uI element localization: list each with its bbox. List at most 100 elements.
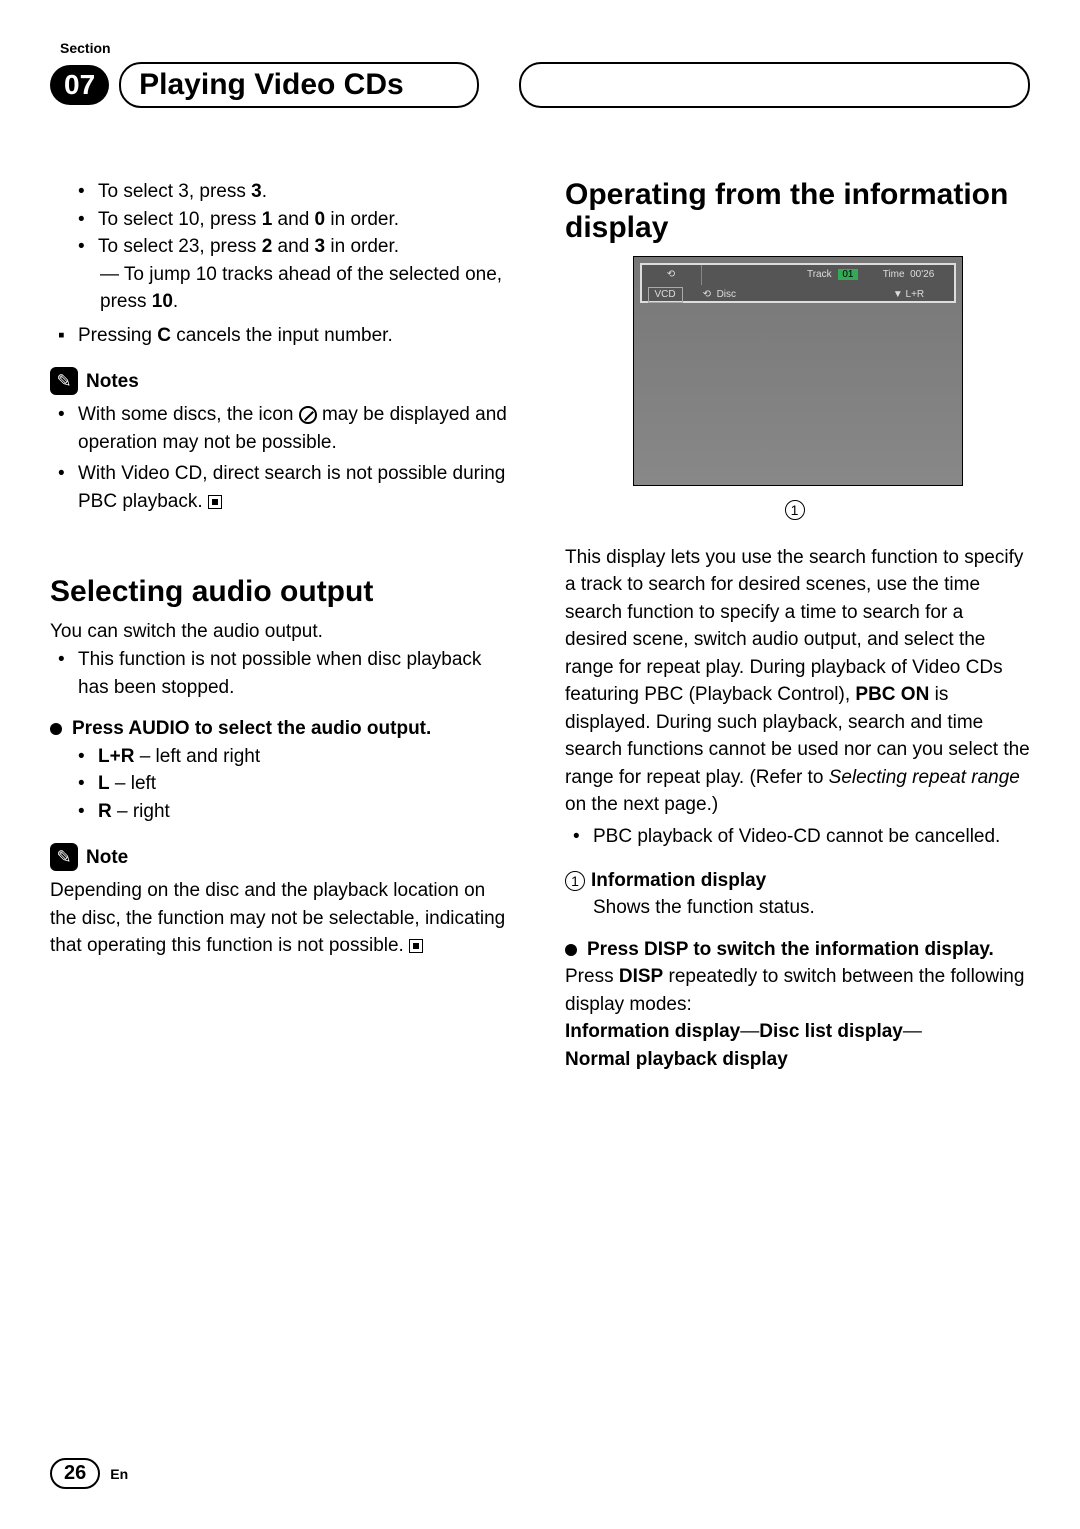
key-2: 2 [262, 236, 273, 257]
content-columns: To select 3, press 3. To select 10, pres… [50, 178, 1030, 1073]
pencil-icon: ✎ [50, 367, 78, 395]
mode-disclist: Disc list display [759, 1021, 903, 1042]
text: With some discs, the icon [78, 404, 299, 425]
list-item: With Video CD, direct search is not poss… [78, 460, 515, 515]
list-item: To select 23, press 2 and 3 in order. [98, 233, 515, 261]
notes-label: Notes [86, 368, 139, 396]
text: To select 10, press [98, 209, 262, 230]
circle-1-icon: 1 [565, 871, 585, 891]
right-column: Operating from the information display ⟲… [565, 178, 1030, 1073]
circle-1-icon: 1 [785, 500, 805, 520]
text: Press [565, 966, 619, 987]
note-body: Depending on the disc and the playback l… [50, 877, 515, 960]
step-dot-icon [565, 944, 577, 956]
text: – left and right [134, 746, 260, 767]
page-footer: 26 En [50, 1458, 128, 1489]
display-row-2: VCD ⟲ Disc ▼ L+R [642, 285, 954, 305]
jump-10-note: — To jump 10 tracks ahead of the selecte… [50, 261, 515, 316]
disp-step: Press DISP to switch the information dis… [565, 936, 1030, 964]
list-item: L – left [98, 770, 515, 798]
text: on the next page.) [565, 794, 718, 815]
header-row: 07 Playing Video CDs [50, 62, 1030, 108]
page-number: 26 [50, 1458, 100, 1489]
mode-info: Information display [565, 1021, 740, 1042]
left-column: To select 3, press 3. To select 10, pres… [50, 178, 515, 1073]
text: in order. [325, 236, 399, 257]
vcd-badge: VCD [648, 287, 683, 304]
text: To select 23, press [98, 236, 262, 257]
text: cancels the input number. [171, 325, 393, 346]
step-dot-icon [50, 723, 62, 735]
time-value: 00'26 [910, 269, 934, 280]
notes-heading: ✎ Notes [50, 367, 515, 395]
info-display-para: This display lets you use the search fun… [565, 544, 1030, 819]
display-top-bar: ⟲ Track 01 Time 00'26 VCD ⟲ Disc ▼ L+R [640, 263, 956, 303]
repeat-small-icon: ⟲ [703, 289, 711, 300]
display-row-1: ⟲ Track 01 Time 00'26 [642, 265, 954, 285]
list-item: With some discs, the icon may be display… [78, 401, 515, 456]
list-item: PBC playback of Video-CD cannot be cance… [593, 823, 1030, 851]
list-item: This function is not possible when disc … [78, 646, 515, 701]
repeat-icon: ⟲ [642, 265, 702, 285]
down-icon: ▼ [893, 289, 903, 300]
text: To select 3, press [98, 181, 251, 202]
text: With Video CD, direct search is not poss… [78, 463, 505, 512]
track-label: Track [807, 269, 832, 280]
text: – right [112, 801, 170, 822]
info-display-heading: Operating from the information display [565, 178, 1030, 244]
text: Depending on the disc and the playback l… [50, 880, 505, 956]
ref-italic: Selecting repeat range [829, 767, 1020, 788]
track-value: 01 [838, 269, 857, 280]
mode-normal: Normal playback display [565, 1049, 788, 1070]
key-3: 3 [315, 236, 326, 257]
callout-1: 1 [565, 496, 1030, 524]
lr-label: L+R [906, 289, 925, 300]
display-modes: Information display—Disc list display—No… [565, 1018, 1030, 1073]
end-section-icon [409, 939, 423, 953]
section-label: Section [60, 40, 1030, 56]
opt-r: R [98, 801, 112, 822]
list-item: To select 10, press 1 and 0 in order. [98, 206, 515, 234]
info-display-screenshot: ⟲ Track 01 Time 00'26 VCD ⟲ Disc ▼ L+R [633, 256, 963, 486]
opt-lr: L+R [98, 746, 134, 767]
note-heading: ✎ Note [50, 843, 515, 871]
text: . [173, 291, 178, 312]
time-cell: Time 00'26 [864, 268, 954, 283]
page-title: Playing Video CDs [119, 62, 479, 108]
lr-cell: ▼ L+R [864, 288, 954, 303]
cancel-note: Pressing C cancels the input number. [50, 322, 515, 350]
text: This display lets you use the search fun… [565, 547, 1023, 706]
notes-list: With some discs, the icon may be display… [50, 401, 515, 515]
disc-cell: ⟲ Disc [683, 288, 864, 303]
info-display-desc: Shows the function status. [565, 894, 1030, 922]
text: and [272, 209, 314, 230]
key-0: 0 [315, 209, 326, 230]
sep: — [740, 1021, 759, 1042]
info-display-item: 1 Information display [565, 867, 1030, 895]
list-item: R – right [98, 798, 515, 826]
audio-output-heading: Selecting audio output [50, 575, 515, 608]
audio-intro: You can switch the audio output. [50, 618, 515, 646]
disc-label: Disc [717, 289, 736, 300]
chapter-number-pill: 07 [50, 65, 109, 105]
text: in order. [325, 209, 399, 230]
key-10: 10 [152, 291, 173, 312]
list-item: L+R – left and right [98, 743, 515, 771]
audio-step: Press AUDIO to select the audio output. [50, 715, 515, 743]
pencil-icon: ✎ [50, 843, 78, 871]
key-disp: DISP [619, 966, 663, 987]
opt-l: L [98, 773, 110, 794]
step-text: Press DISP to switch the information dis… [587, 939, 994, 960]
info-display-label: Information display [591, 870, 766, 891]
select-examples-list: To select 3, press 3. To select 10, pres… [50, 178, 515, 261]
audio-note-list: This function is not possible when disc … [50, 646, 515, 701]
blank-pill [519, 62, 1030, 108]
text: . [262, 181, 267, 202]
sep: — [903, 1021, 922, 1042]
time-label: Time [883, 269, 905, 280]
step-text: Press AUDIO to select the audio output. [72, 718, 431, 739]
list-item: To select 3, press 3. [98, 178, 515, 206]
key-3: 3 [251, 181, 262, 202]
end-section-icon [208, 495, 222, 509]
text: – left [110, 773, 156, 794]
